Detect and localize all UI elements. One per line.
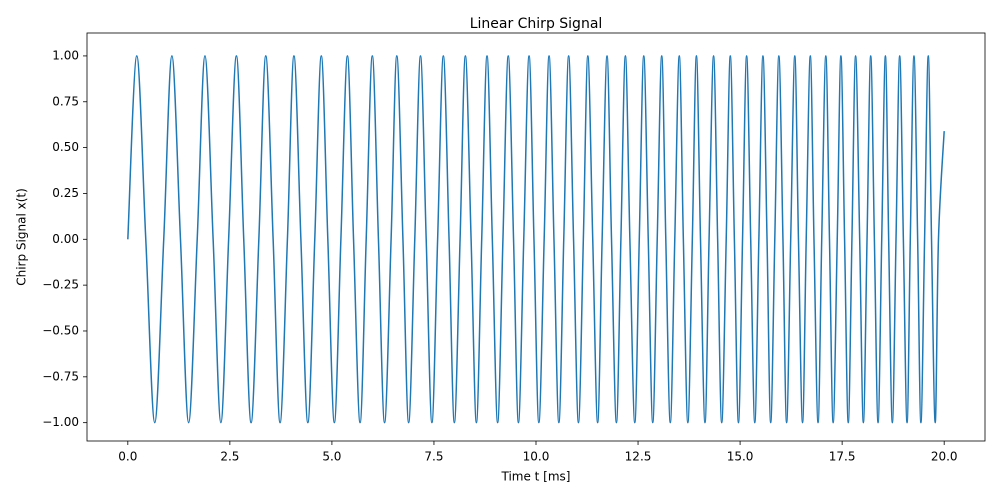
x-tick-label: 17.5 [829,450,856,464]
y-tick-label: 0.75 [52,94,79,108]
y-tick-label: 0.25 [52,186,79,200]
y-tick-label: 1.00 [52,48,79,62]
x-tick-label: 0.0 [118,450,137,464]
x-tick-label: 10.0 [523,450,550,464]
x-tick-label: 12.5 [625,450,652,464]
y-tick-label: 0.00 [52,232,79,246]
y-tick-label: 0.50 [52,140,79,154]
y-tick-label: −0.50 [42,323,79,337]
plot-frame [86,32,986,442]
line-series [127,55,945,424]
x-tick-label: 20.0 [931,450,958,464]
y-tick-label: −1.00 [42,415,79,429]
x-tick-label: 2.5 [220,450,239,464]
y-tick-label: −0.25 [42,278,79,292]
x-tick-label: 5.0 [322,450,341,464]
x-tick-label: 7.5 [424,450,443,464]
chart-title: Linear Chirp Signal [470,16,603,32]
x-axis-label: Time t [ms] [500,470,570,484]
y-tick-label: −0.75 [42,369,79,383]
y-axis-label: Chirp Signal x(t) [15,188,29,286]
x-tick-label: 15.0 [727,450,754,464]
